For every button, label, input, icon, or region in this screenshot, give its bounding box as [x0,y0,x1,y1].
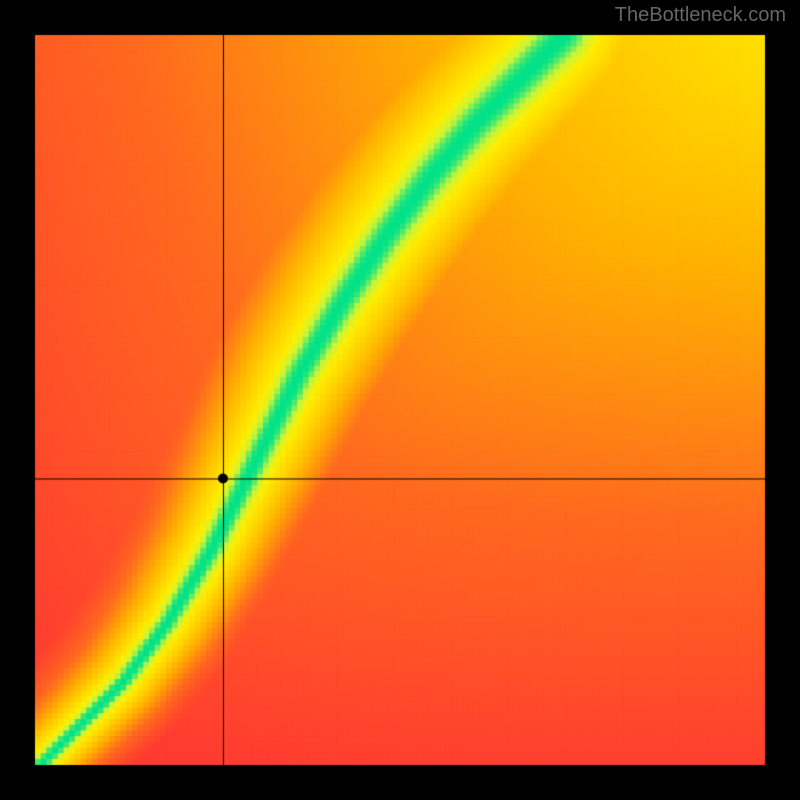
bottleneck-heatmap-canvas [0,0,800,800]
bottleneck-heatmap-container: { "watermark": "TheBottleneck.com", "can… [0,0,800,800]
watermark-text: TheBottleneck.com [615,4,786,27]
